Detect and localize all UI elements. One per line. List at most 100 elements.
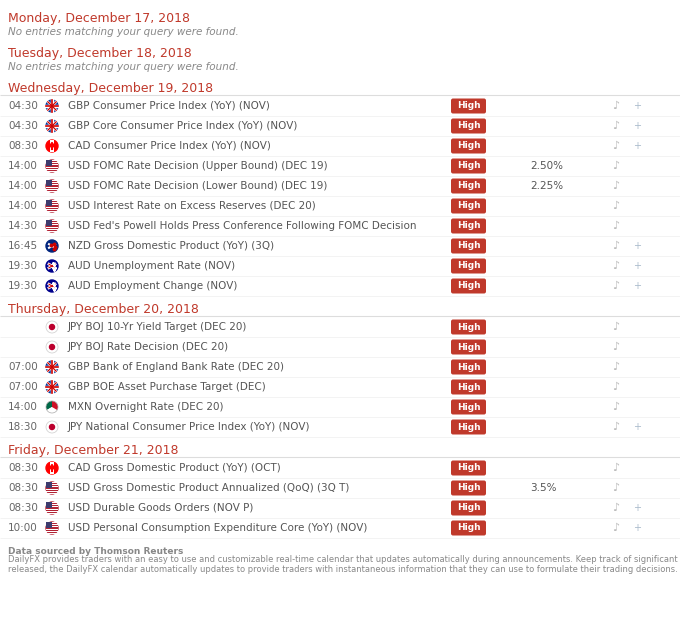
Circle shape: [50, 425, 54, 430]
Bar: [46, 493, 58, 494]
Bar: [46, 202, 58, 203]
FancyBboxPatch shape: [451, 99, 486, 114]
Bar: [46, 484, 58, 485]
Circle shape: [46, 482, 58, 494]
Text: NZD Gross Domestic Product (YoY) (3Q): NZD Gross Domestic Product (YoY) (3Q): [68, 241, 274, 251]
FancyBboxPatch shape: [451, 178, 486, 194]
FancyBboxPatch shape: [451, 258, 486, 273]
Text: High: High: [457, 201, 480, 211]
Wedge shape: [52, 401, 58, 410]
Bar: [46, 160, 52, 166]
Text: 04:30: 04:30: [8, 121, 38, 131]
Bar: [46, 220, 52, 227]
Bar: [46, 482, 52, 489]
Text: +: +: [633, 101, 641, 111]
Text: High: High: [457, 101, 480, 111]
Bar: [46, 160, 58, 161]
Bar: [46, 225, 58, 227]
Text: High: High: [457, 343, 480, 351]
Circle shape: [46, 361, 58, 373]
Text: GBP Consumer Price Index (YoY) (NOV): GBP Consumer Price Index (YoY) (NOV): [68, 101, 270, 111]
Circle shape: [46, 462, 58, 474]
Text: High: High: [457, 161, 480, 171]
Text: 08:30: 08:30: [8, 483, 38, 493]
Text: 08:30: 08:30: [8, 141, 38, 151]
Text: +: +: [633, 261, 641, 271]
Bar: [46, 164, 58, 165]
Bar: [46, 182, 58, 183]
Polygon shape: [50, 142, 54, 147]
Bar: [46, 209, 58, 210]
Circle shape: [46, 341, 58, 353]
Text: ♪: ♪: [613, 362, 619, 372]
Text: High: High: [457, 222, 480, 230]
Text: ♪: ♪: [613, 241, 619, 251]
Text: High: High: [457, 463, 480, 473]
Text: 07:00: 07:00: [8, 362, 38, 372]
FancyBboxPatch shape: [451, 278, 486, 294]
FancyBboxPatch shape: [451, 520, 486, 535]
Text: 14:00: 14:00: [8, 402, 38, 412]
Circle shape: [46, 321, 58, 333]
Circle shape: [46, 140, 58, 152]
Text: GBP Core Consumer Price Index (YoY) (NOV): GBP Core Consumer Price Index (YoY) (NOV…: [68, 121, 297, 131]
Bar: [46, 504, 58, 505]
FancyBboxPatch shape: [451, 461, 486, 476]
FancyBboxPatch shape: [451, 219, 486, 233]
Text: +: +: [633, 281, 641, 291]
FancyBboxPatch shape: [451, 481, 486, 496]
Text: ♪: ♪: [613, 382, 619, 392]
Text: High: High: [457, 322, 480, 332]
Circle shape: [46, 381, 58, 393]
Text: High: High: [457, 524, 480, 532]
Text: JPY BOJ 10-Yr Yield Target (DEC 20): JPY BOJ 10-Yr Yield Target (DEC 20): [68, 322, 248, 332]
Text: ♪: ♪: [613, 121, 619, 131]
Circle shape: [46, 260, 58, 272]
FancyBboxPatch shape: [451, 360, 486, 374]
FancyBboxPatch shape: [451, 138, 486, 153]
Bar: [46, 231, 58, 232]
Bar: [46, 200, 52, 206]
Bar: [46, 502, 58, 503]
Text: High: High: [457, 142, 480, 150]
Bar: [46, 489, 58, 491]
Text: ♪: ♪: [613, 463, 619, 473]
Text: High: High: [457, 181, 480, 191]
Text: CAD Gross Domestic Product (YoY) (OCT): CAD Gross Domestic Product (YoY) (OCT): [68, 463, 281, 473]
Text: High: High: [457, 484, 480, 492]
Text: JPY BOJ Rate Decision (DEC 20): JPY BOJ Rate Decision (DEC 20): [68, 342, 229, 352]
Circle shape: [46, 502, 58, 514]
Text: High: High: [457, 504, 480, 512]
FancyBboxPatch shape: [451, 238, 486, 253]
Text: +: +: [633, 121, 641, 131]
Text: USD Personal Consumption Expenditure Core (YoY) (NOV): USD Personal Consumption Expenditure Cor…: [68, 523, 367, 533]
Text: Data sourced by Thomson Reuters: Data sourced by Thomson Reuters: [8, 546, 184, 556]
FancyBboxPatch shape: [451, 119, 486, 134]
Text: GBP Bank of England Bank Rate (DEC 20): GBP Bank of England Bank Rate (DEC 20): [68, 362, 284, 372]
Text: Thursday, December 20, 2018: Thursday, December 20, 2018: [8, 302, 199, 315]
Text: +: +: [633, 422, 641, 432]
Text: 2.50%: 2.50%: [530, 161, 563, 171]
Text: Tuesday, December 18, 2018: Tuesday, December 18, 2018: [8, 47, 192, 60]
Circle shape: [46, 381, 58, 393]
FancyBboxPatch shape: [451, 379, 486, 394]
Text: ♪: ♪: [613, 342, 619, 352]
Bar: [46, 522, 58, 523]
Text: AUD Unemployment Rate (NOV): AUD Unemployment Rate (NOV): [68, 261, 235, 271]
Circle shape: [46, 120, 58, 132]
Text: 10:00: 10:00: [8, 523, 38, 533]
Text: +: +: [633, 141, 641, 151]
Text: CAD Consumer Price Index (YoY) (NOV): CAD Consumer Price Index (YoY) (NOV): [68, 141, 271, 151]
Bar: [46, 511, 58, 512]
Text: JPY National Consumer Price Index (YoY) (NOV): JPY National Consumer Price Index (YoY) …: [68, 422, 311, 432]
Text: USD Durable Goods Orders (NOV P): USD Durable Goods Orders (NOV P): [68, 503, 254, 513]
Text: Monday, December 17, 2018: Monday, December 17, 2018: [8, 12, 190, 25]
Text: 14:30: 14:30: [8, 221, 38, 231]
Text: +: +: [633, 523, 641, 533]
Text: ♪: ♪: [613, 181, 619, 191]
Bar: [50, 462, 54, 474]
Text: USD Gross Domestic Product Annualized (QoQ) (3Q T): USD Gross Domestic Product Annualized (Q…: [68, 483, 350, 493]
Text: GBP BOE Asset Purchase Target (DEC): GBP BOE Asset Purchase Target (DEC): [68, 382, 266, 392]
Bar: [46, 207, 58, 208]
Text: 08:30: 08:30: [8, 463, 38, 473]
